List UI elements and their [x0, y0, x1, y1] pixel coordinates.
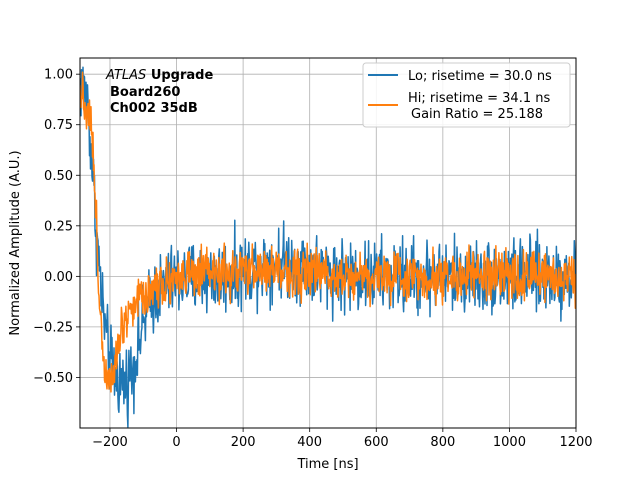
y-tick-label: −0.50: [33, 371, 73, 386]
y-axis: −0.50 −0.25 0.00 0.25 0.50 0.75 1.00: [33, 68, 80, 386]
x-tick-label: 200: [231, 435, 256, 450]
legend-box: [362, 62, 571, 128]
legend-label-hi: Hi; risetime = 34.1 ns: [408, 91, 550, 106]
channel-label: Ch002 35dB: [110, 101, 198, 116]
y-tick-label: −0.25: [33, 320, 73, 335]
x-tick-label: 0: [172, 435, 180, 450]
board-label: Board260: [110, 85, 180, 100]
axes-frame: [79, 57, 577, 429]
legend-gain-ratio: Gain Ratio = 25.188: [411, 107, 543, 122]
y-tick-label: 0.25: [44, 219, 73, 234]
series-group: [80, 66, 576, 428]
x-tick-label: 1000: [493, 435, 526, 450]
y-tick-label: 0.00: [44, 270, 73, 285]
atlas-italic: ATLAS: [105, 68, 146, 83]
x-axis-title: Time [ns]: [296, 457, 358, 472]
y-axis-title: Normalized Amplitude (A.U.): [8, 150, 23, 335]
y-tick-label: 0.50: [44, 169, 73, 184]
x-tick-label: 1200: [559, 435, 592, 450]
y-tick-label: 1.00: [44, 68, 73, 83]
x-tick-label: 400: [297, 435, 322, 450]
y-tick-label: 0.75: [44, 118, 73, 133]
x-tick-label: −200: [92, 435, 128, 450]
x-axis: −200 0 200 400 600 800 1000 1200: [92, 428, 593, 450]
series-line-hi: [80, 71, 576, 393]
x-tick-label: 600: [364, 435, 389, 450]
x-tick-label: 800: [430, 435, 455, 450]
atlas-label: ATLAS Upgrade: [105, 68, 213, 83]
legend-label-lo: Lo; risetime = 30.0 ns: [408, 69, 552, 84]
atlas-upgrade: Upgrade: [151, 68, 214, 83]
legend: Lo; risetime = 30.0 ns Hi; risetime = 34…: [362, 62, 571, 128]
